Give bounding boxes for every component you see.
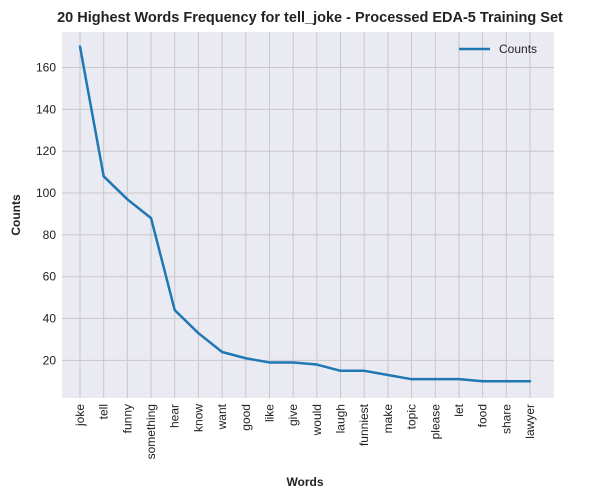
x-axis: joke tell funny something hear know want good li…: [73, 403, 537, 459]
x-tick-label: funny: [120, 404, 134, 433]
y-tick-label: 160: [36, 61, 56, 75]
x-tick-label: want: [215, 403, 229, 430]
x-tick-label: let: [452, 403, 466, 416]
x-tick-label: would: [310, 404, 324, 436]
legend: Counts: [459, 42, 537, 56]
x-axis-label: Words: [286, 475, 323, 489]
x-tick-label: joke: [73, 404, 87, 427]
x-tick-label: topic: [405, 404, 419, 429]
grid: [62, 32, 554, 398]
x-tick-label: make: [381, 404, 395, 434]
plot-area: [62, 32, 554, 398]
x-tick-label: give: [286, 404, 300, 426]
y-tick-label: 140: [36, 102, 56, 116]
y-axis: 20 40 60 80 100 120 140 160: [36, 61, 56, 368]
y-tick-label: 100: [36, 186, 56, 200]
x-tick-label: lawyer: [523, 404, 537, 439]
x-tick-label: like: [262, 404, 276, 422]
x-tick-label: food: [476, 404, 490, 427]
x-tick-label: funniest: [357, 403, 371, 446]
series-line-counts: [78, 45, 532, 383]
x-tick-label: laugh: [334, 404, 348, 433]
x-tick-label: know: [191, 404, 205, 432]
y-axis-label: Counts: [9, 194, 23, 236]
y-tick-label: 20: [43, 353, 57, 367]
x-tick-label: good: [239, 404, 253, 431]
chart-title: 20 Highest Words Frequency for tell_joke…: [57, 10, 563, 26]
y-tick-label: 40: [43, 312, 57, 326]
legend-label: Counts: [499, 42, 537, 56]
y-tick-label: 120: [36, 144, 56, 158]
x-tick-label: please: [428, 404, 442, 440]
x-tick-label: share: [499, 404, 513, 434]
x-tick-label: tell: [97, 404, 111, 419]
y-tick-label: 80: [43, 228, 57, 242]
x-tick-label: something: [144, 404, 158, 459]
y-tick-label: 60: [43, 270, 57, 284]
x-tick-label: hear: [168, 404, 182, 428]
